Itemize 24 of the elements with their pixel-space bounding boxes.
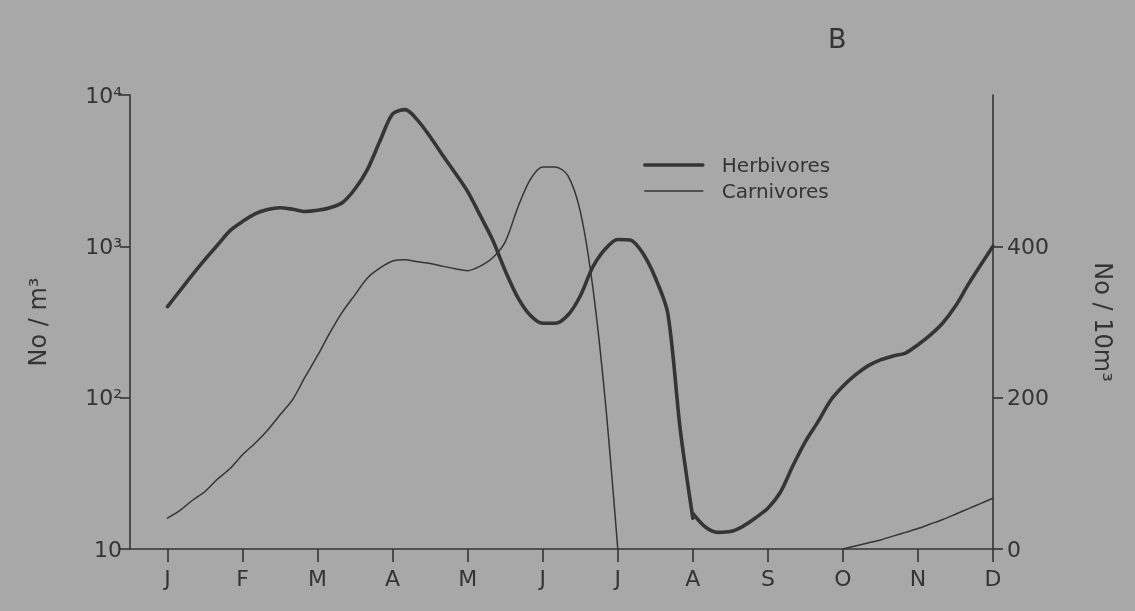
legend-label: Carnivores — [721, 179, 829, 203]
x-tick-label: D — [984, 565, 1002, 591]
x-tick-label: F — [236, 565, 249, 591]
x-tick-label: J — [537, 565, 546, 591]
x-tick-label: A — [385, 565, 401, 591]
x-tick-label: M — [458, 565, 478, 591]
y-tick-label: 10² — [85, 385, 122, 411]
y2-tick-label: 200 — [1007, 385, 1049, 411]
x-tick-label: N — [909, 565, 927, 591]
y-tick-label: 10³ — [85, 233, 122, 259]
x-tick-label: A — [685, 565, 701, 591]
y2-tick-label: 400 — [1007, 233, 1049, 259]
chart-title: B — [828, 23, 847, 54]
legend-label: Herbivores — [721, 153, 831, 177]
y2-axis-title: No / 10m³ — [1089, 262, 1117, 382]
x-tick-label: J — [162, 565, 171, 591]
y-tick-label: 10 — [94, 536, 122, 562]
x-tick-label: J — [612, 565, 622, 591]
y2-tick-label: 0 — [1007, 536, 1021, 562]
y-axis-title: No / m³ — [24, 277, 52, 367]
x-tick-label: S — [760, 565, 775, 591]
x-tick-label: M — [308, 565, 328, 591]
y-tick-label: 10⁴ — [85, 82, 123, 108]
x-tick-label: O — [834, 565, 852, 591]
